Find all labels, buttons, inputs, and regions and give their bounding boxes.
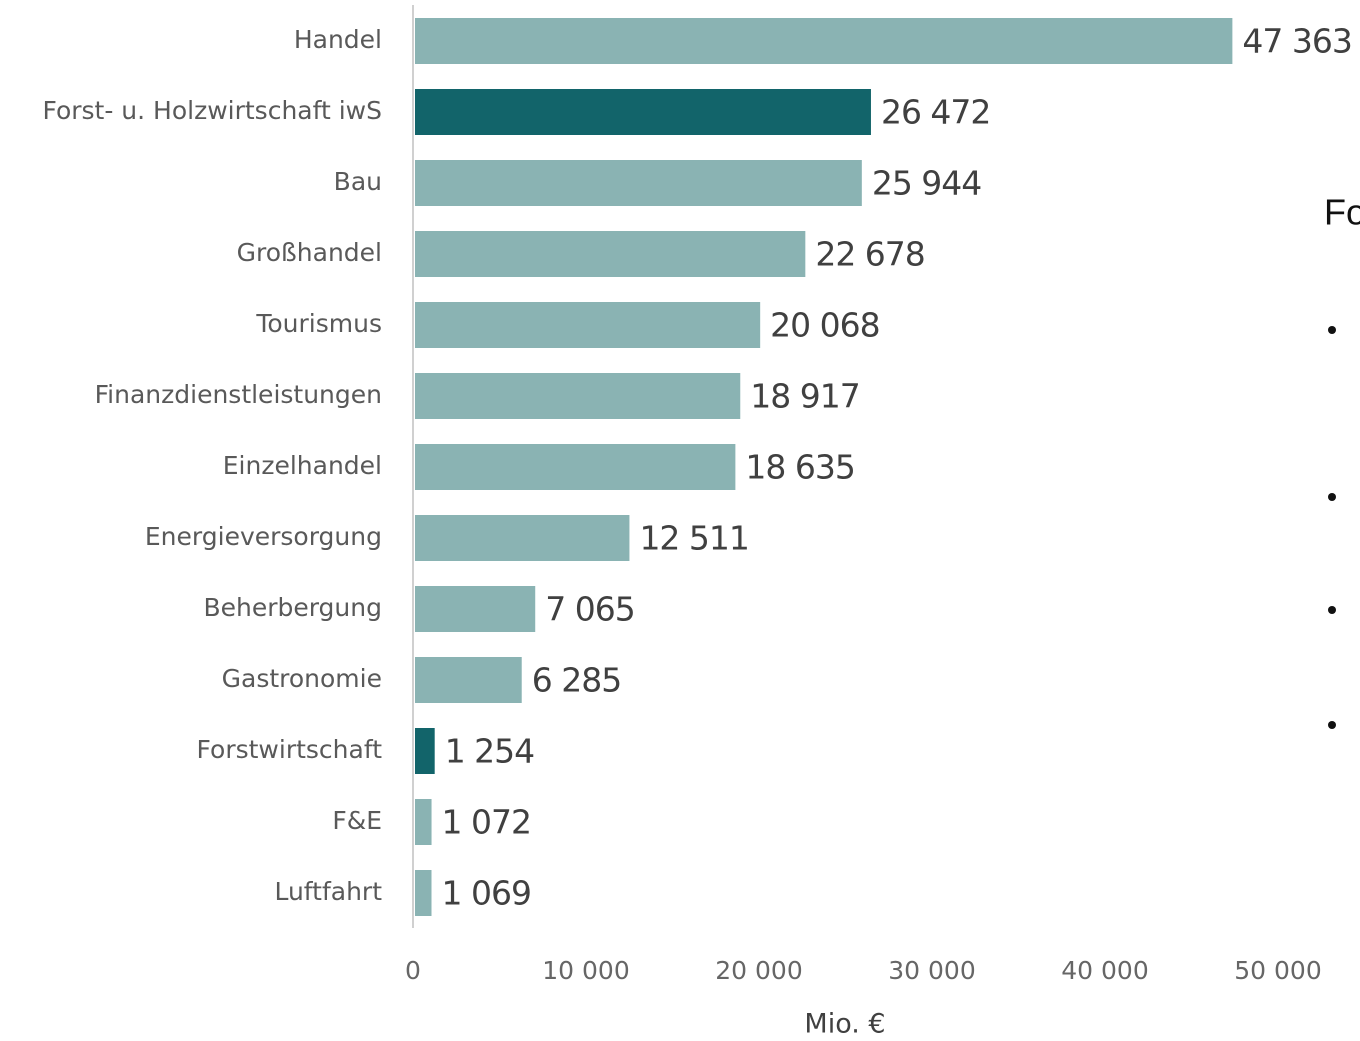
y-tick-label: Energieversorgung [145, 522, 382, 551]
y-tick-label: Luftfahrt [274, 877, 382, 906]
value-label: 18 635 [745, 448, 854, 487]
bar [415, 18, 1233, 64]
bar [415, 373, 741, 419]
bullet [1328, 606, 1336, 614]
bar [415, 728, 435, 774]
value-label: 22 678 [815, 235, 924, 274]
x-axis-label: Mio. € [804, 1009, 885, 1040]
y-tick-label: Forst- u. Holzwirtschaft iwS [42, 96, 382, 125]
bar [415, 799, 432, 845]
bullet [1328, 493, 1336, 501]
bar [415, 89, 871, 135]
bullet [1328, 721, 1336, 729]
y-tick-label: Großhandel [237, 238, 382, 267]
x-tick-label: 10 000 [542, 956, 629, 985]
bar [415, 586, 536, 632]
bar [415, 657, 522, 703]
value-label: 47 363 [1242, 22, 1351, 61]
x-tick-label: 0 [405, 956, 421, 985]
bar [415, 231, 806, 277]
bar [415, 160, 862, 206]
bar [415, 302, 761, 348]
value-label: 1 072 [442, 803, 531, 842]
y-tick-label: Gastronomie [222, 664, 382, 693]
value-label: 18 917 [750, 377, 859, 416]
x-tick-label: 30 000 [888, 956, 975, 985]
value-label: 12 511 [639, 519, 748, 558]
x-tick-label: 40 000 [1061, 956, 1148, 985]
y-tick-label: Beherbergung [203, 593, 382, 622]
bar [415, 515, 630, 561]
value-label: 7 065 [545, 590, 634, 629]
y-tick-label: Handel [294, 25, 382, 54]
value-label: 1 069 [441, 874, 530, 913]
x-tick-label: 20 000 [715, 956, 802, 985]
value-label: 6 285 [532, 661, 621, 700]
x-tick-label: 50 000 [1234, 956, 1321, 985]
y-tick-label: Tourismus [255, 309, 382, 338]
value-label: 25 944 [872, 164, 981, 203]
side-heading: Fo [1324, 192, 1360, 233]
bullet [1328, 326, 1336, 334]
y-tick-label: Einzelhandel [223, 451, 382, 480]
y-tick-label: Bau [334, 167, 382, 196]
y-tick-label: Finanzdienstleistungen [95, 380, 382, 409]
y-tick-label: F&E [332, 806, 382, 835]
y-tick-label: Forstwirtschaft [197, 735, 383, 764]
bar [415, 444, 736, 490]
value-label: 20 068 [770, 306, 879, 345]
bar [415, 870, 432, 916]
value-label: 26 472 [881, 93, 990, 132]
value-label: 1 254 [445, 732, 534, 771]
